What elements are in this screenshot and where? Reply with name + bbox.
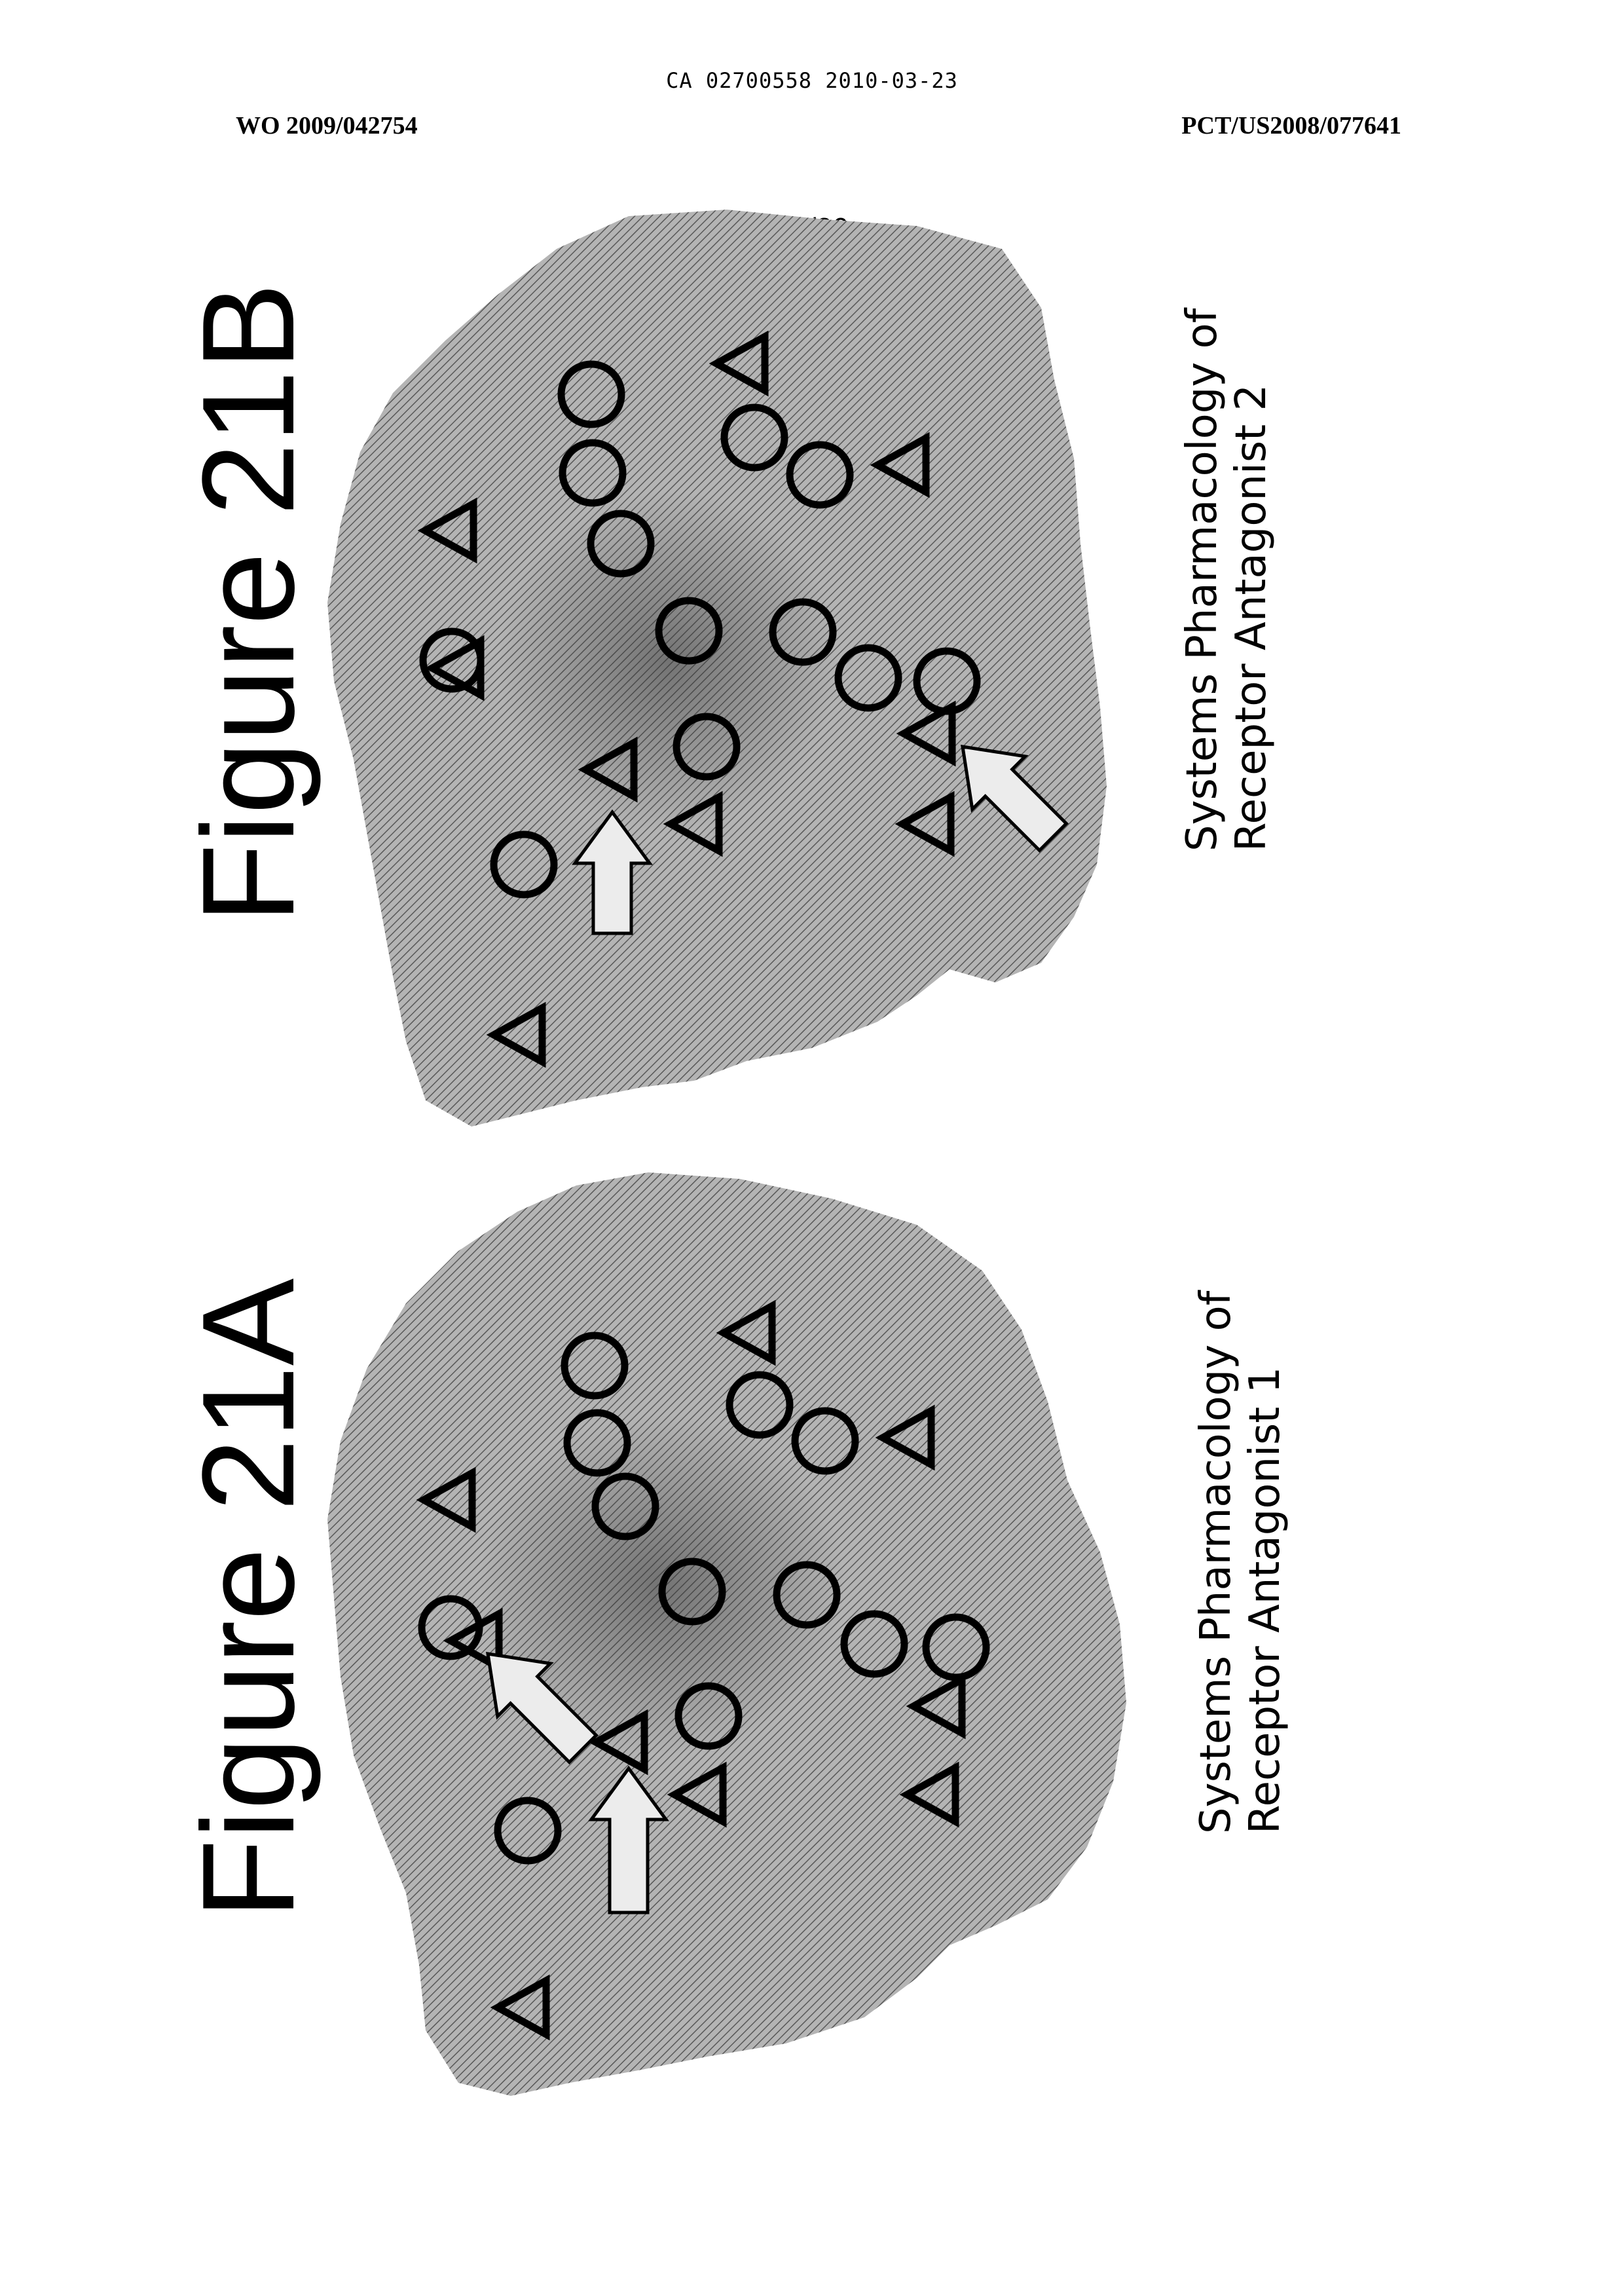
figure-21a-caption-line1: Systems Pharmacology of [1192,1290,1240,1834]
figure-21a-caption-line2: Receptor Antagonist 1 [1241,1367,1289,1834]
figure-21b-caption-line1: Systems Pharmacology of [1178,307,1227,851]
figure-21b: Figure 21B [175,210,1276,1127]
figure-21a: Figure 21A [175,1172,1289,2096]
figure-21b-caption-line2: Receptor Antagonist 2 [1227,384,1276,851]
figure-21a-title: Figure 21A [175,1278,322,1919]
figure-21b-title: Figure 21B [175,283,322,924]
